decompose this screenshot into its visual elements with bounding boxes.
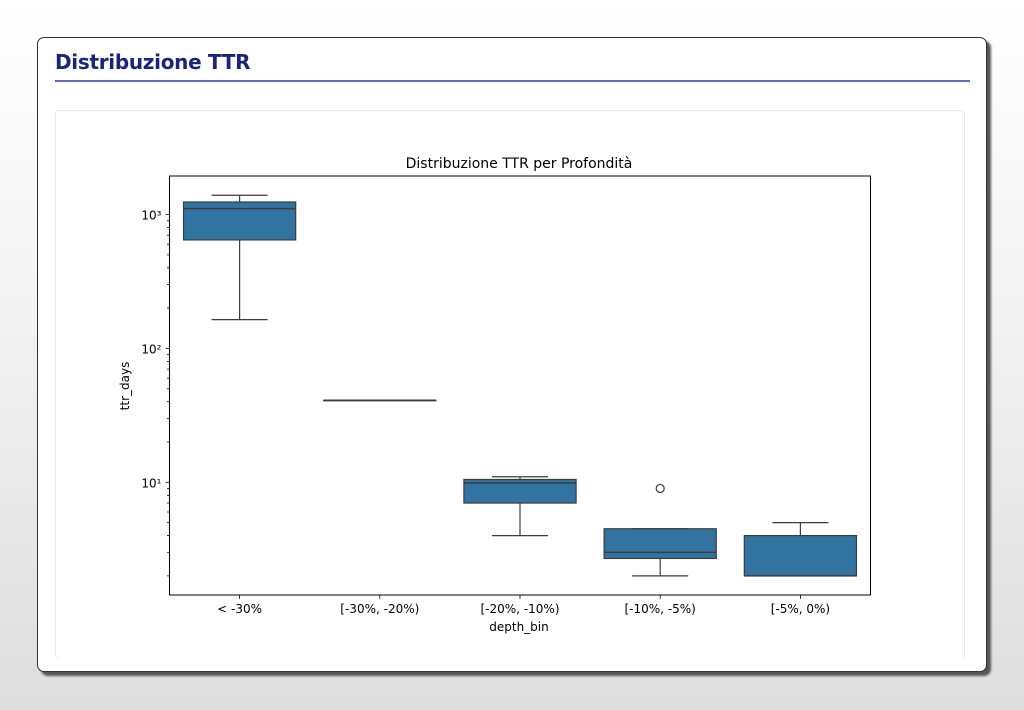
box <box>743 534 858 577</box>
y-axis-label: ttr_days <box>118 362 132 411</box>
outlier-point <box>655 483 665 494</box>
x-tick-label: < -30% <box>217 602 262 616</box>
y-tick-label: 10³ <box>141 209 161 223</box>
chart-card: Distribuzione TTR <box>37 37 987 672</box>
x-tick-label: [-5%, 0%) <box>771 602 830 616</box>
y-tick-label: 10² <box>141 342 161 356</box>
box <box>182 201 297 241</box>
x-tick-label: [-10%, -5%) <box>625 602 696 616</box>
x-tick-label: [-30%, -20%) <box>340 602 419 616</box>
y-tick-label: 10¹ <box>141 476 161 490</box>
chart-panel <box>55 110 965 659</box>
x-tick-label: [-20%, -10%) <box>481 602 560 616</box>
chart-title: Distribuzione TTR per Profondità <box>406 156 633 172</box>
box <box>463 478 577 504</box>
plot-frame <box>169 175 871 596</box>
box <box>603 528 717 560</box>
x-axis-label: depth_bin <box>489 620 548 634</box>
page-title: Distribuzione TTR <box>55 50 251 74</box>
title-divider <box>55 80 970 82</box>
